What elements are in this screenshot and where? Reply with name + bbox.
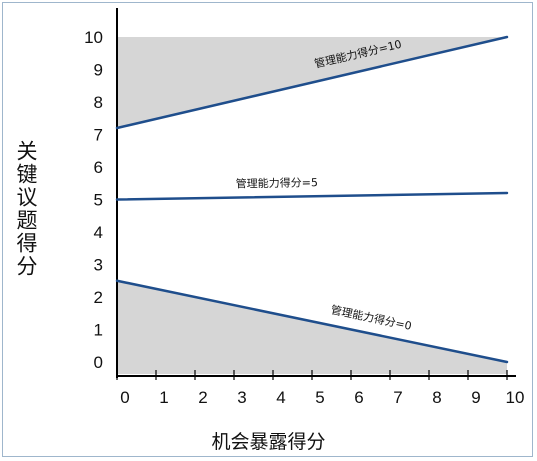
chart-frame [2,2,533,457]
y-tick-label: 8 [94,93,103,112]
y-tick-label: 7 [94,126,103,145]
x-tick-label: 10 [506,388,525,407]
x-tick-label: 0 [120,388,129,407]
series-line [115,279,509,364]
series-label: 管理能力得分=5 [236,175,318,190]
y-tick-label: 10 [84,28,103,47]
x-tick-label: 9 [471,388,480,407]
y-tick-label: 3 [94,256,103,275]
y-tick-label: 9 [94,61,103,80]
series-line [115,191,509,201]
y-tick-label: 0 [94,353,103,372]
x-tick-label: 6 [354,388,363,407]
y-tick-label: 5 [94,191,103,210]
x-tick-label: 5 [315,388,324,407]
y-tick-label: 2 [94,288,103,307]
series-line [115,35,509,130]
y-axis-label: 关键议题得分 [14,140,38,278]
x-tick-label: 7 [393,388,402,407]
x-tick-label: 1 [159,388,168,407]
x-tick-label: 3 [237,388,246,407]
x-axis-label: 机会暴露得分 [211,431,326,453]
y-tick-label: 1 [94,321,103,340]
lower-shaded-region [117,280,507,374]
y-tick-label: 6 [94,158,103,177]
x-tick-label: 2 [198,388,207,407]
x-tick-label: 8 [432,388,441,407]
y-tick-label: 4 [94,223,103,242]
x-tick-label: 4 [276,388,285,407]
